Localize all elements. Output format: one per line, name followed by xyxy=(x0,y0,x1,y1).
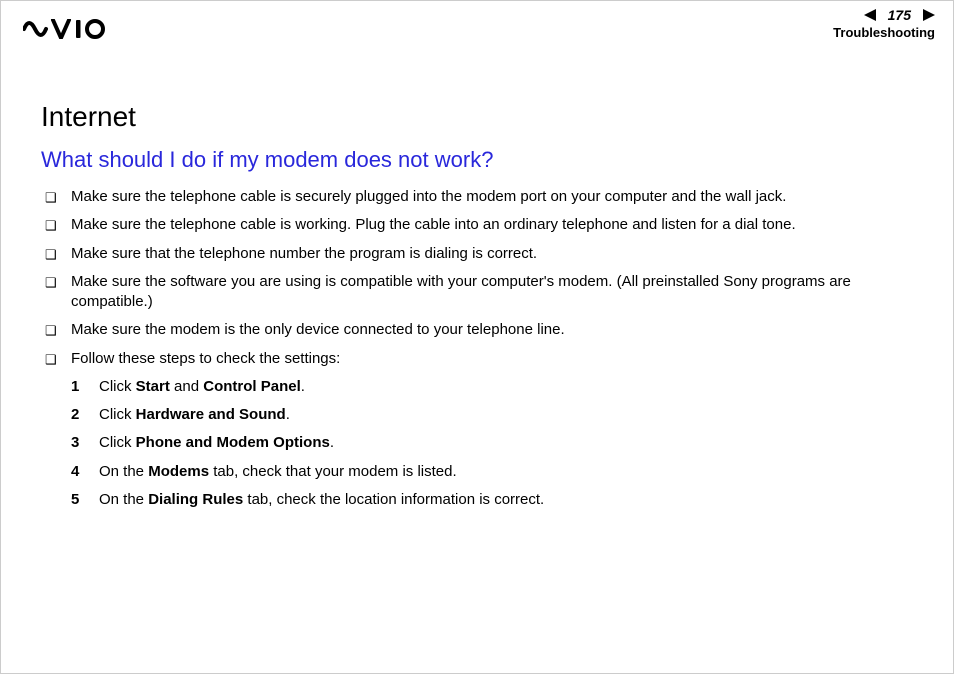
list-item: ❑ Make sure the software you are using i… xyxy=(41,272,913,313)
step-text: Click Phone and Modem Options. xyxy=(99,433,913,453)
step-number: 2 xyxy=(71,405,99,425)
list-text: Make sure the telephone cable is securel… xyxy=(71,187,913,207)
step-number: 3 xyxy=(71,433,99,453)
step-item: 4 On the Modems tab, check that your mod… xyxy=(41,462,913,482)
page-subtitle: What should I do if my modem does not wo… xyxy=(41,147,913,173)
page-number: 175 xyxy=(886,7,913,23)
bullet-icon: ❑ xyxy=(41,349,71,369)
list-text: Make sure the telephone cable is working… xyxy=(71,215,913,235)
list-text: Follow these steps to check the settings… xyxy=(71,349,913,369)
numbered-list: 1 Click Start and Control Panel. 2 Click… xyxy=(41,377,913,510)
step-text: Click Start and Control Panel. xyxy=(99,377,913,397)
list-item: ❑ Make sure the telephone cable is worki… xyxy=(41,215,913,235)
step-item: 2 Click Hardware and Sound. xyxy=(41,405,913,425)
prev-page-icon[interactable] xyxy=(864,9,882,21)
list-item: ❑ Make sure that the telephone number th… xyxy=(41,244,913,264)
step-text: Click Hardware and Sound. xyxy=(99,405,913,425)
bullet-icon: ❑ xyxy=(41,320,71,340)
list-item: ❑ Make sure the telephone cable is secur… xyxy=(41,187,913,207)
step-text: On the Dialing Rules tab, check the loca… xyxy=(99,490,913,510)
list-text: Make sure that the telephone number the … xyxy=(71,244,913,264)
page-content: Internet What should I do if my modem do… xyxy=(1,101,953,510)
bullet-icon: ❑ xyxy=(41,215,71,235)
step-item: 5 On the Dialing Rules tab, check the lo… xyxy=(41,490,913,510)
bullet-icon: ❑ xyxy=(41,272,71,292)
step-number: 5 xyxy=(71,490,99,510)
step-text: On the Modems tab, check that your modem… xyxy=(99,462,913,482)
bullet-list: ❑ Make sure the telephone cable is secur… xyxy=(41,187,913,369)
next-page-icon[interactable] xyxy=(917,9,935,21)
section-label: Troubleshooting xyxy=(833,25,935,40)
step-item: 1 Click Start and Control Panel. xyxy=(41,377,913,397)
page-header: 175 Troubleshooting xyxy=(1,1,953,51)
list-text: Make sure the modem is the only device c… xyxy=(71,320,913,340)
bullet-icon: ❑ xyxy=(41,187,71,207)
list-item: ❑ Make sure the modem is the only device… xyxy=(41,320,913,340)
page-nav: 175 Troubleshooting xyxy=(833,7,935,40)
vaio-logo xyxy=(23,19,113,39)
list-item: ❑ Follow these steps to check the settin… xyxy=(41,349,913,369)
step-item: 3 Click Phone and Modem Options. xyxy=(41,433,913,453)
page-title: Internet xyxy=(41,101,913,133)
list-text: Make sure the software you are using is … xyxy=(71,272,913,313)
step-number: 4 xyxy=(71,462,99,482)
step-number: 1 xyxy=(71,377,99,397)
bullet-icon: ❑ xyxy=(41,244,71,264)
